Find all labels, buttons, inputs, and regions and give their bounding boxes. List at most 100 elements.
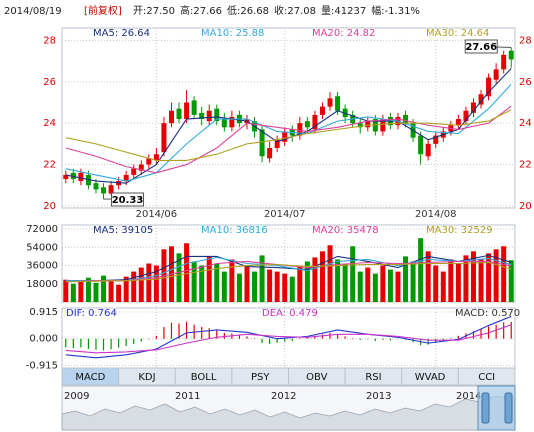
volume-tick-label: 36000	[26, 261, 58, 272]
volume-bar	[221, 271, 227, 302]
volume-bar	[304, 261, 310, 302]
candle-body	[478, 94, 484, 105]
tab-label[interactable]: KDJ	[138, 372, 155, 383]
volume-bar	[478, 259, 484, 302]
candle-body	[365, 121, 371, 128]
candle-body	[191, 100, 197, 115]
ma-line	[65, 105, 512, 174]
volume-bar	[418, 238, 424, 302]
candle-body	[418, 135, 424, 155]
date-label: 2014/08	[415, 209, 457, 220]
volume-bar	[327, 245, 333, 302]
navigator-handle-right[interactable]	[504, 392, 513, 424]
legend-entry: MACD: 0.570	[455, 308, 520, 319]
tab-label[interactable]: MACD	[75, 372, 105, 383]
annotation-text: 27.66	[465, 42, 497, 53]
volume-bar	[357, 271, 363, 302]
candle-body	[168, 110, 174, 124]
tab-label[interactable]: WVAD	[415, 372, 446, 383]
volume-bar	[131, 271, 137, 302]
legend-entry: MA30: 32529	[426, 225, 493, 236]
candle-body	[101, 187, 107, 194]
volume-bar	[350, 246, 356, 302]
candle-body	[63, 174, 69, 180]
candle-body	[327, 98, 333, 107]
candle-body	[455, 119, 461, 126]
tab-label[interactable]: CCI	[478, 372, 495, 383]
volume-bar	[70, 283, 76, 302]
candle-body	[78, 172, 84, 182]
volume-bar	[433, 265, 439, 302]
ma-line	[65, 83, 512, 182]
header-item: 高:27.66	[180, 4, 222, 17]
macd-tick-label: 0.915	[29, 307, 58, 318]
volume-bar	[229, 259, 235, 302]
price-tick-label-right: 26	[519, 77, 532, 88]
candle-body	[153, 154, 159, 161]
candle-body	[131, 168, 137, 175]
candle-body	[433, 135, 439, 144]
candle-body	[267, 148, 273, 159]
tab-label[interactable]: OBV	[306, 372, 327, 383]
volume-bar	[146, 263, 152, 302]
price-panel	[61, 27, 516, 209]
volume-bar	[335, 259, 341, 302]
volume-bar	[214, 263, 220, 302]
price-tick-label-right: 28	[519, 35, 532, 46]
volume-bar	[297, 265, 303, 302]
volume-bar	[501, 246, 507, 302]
volume-bar	[236, 273, 242, 302]
candle-body	[312, 114, 318, 130]
candle-body	[206, 110, 212, 122]
navigator-history	[61, 395, 516, 431]
volume-bar	[410, 261, 416, 302]
header-item: 量:41237	[321, 5, 366, 17]
volume-bar	[387, 269, 393, 302]
volume-bar	[259, 255, 265, 302]
volume-bar	[395, 271, 401, 302]
annotation-box	[111, 192, 145, 207]
candle-body	[357, 123, 363, 128]
tab-label[interactable]: BOLL	[191, 372, 217, 383]
price-tick-label-left: 28	[43, 35, 56, 46]
legend-entry: MA10: 36816	[201, 225, 268, 236]
candle-body	[214, 108, 220, 122]
volume-tick-label: 72000	[26, 224, 58, 235]
tab[interactable]	[457, 367, 516, 386]
volume-bar	[123, 276, 129, 302]
price-tick-label-left: 24	[43, 118, 56, 129]
volume-bar	[184, 243, 190, 302]
candle-body	[319, 106, 325, 115]
candle-body	[425, 143, 431, 157]
candle-body	[176, 108, 182, 120]
volume-bar	[486, 253, 492, 302]
header-adjust: [前复权]	[84, 4, 122, 17]
candle-body	[501, 54, 507, 70]
ma-line	[65, 68, 512, 184]
tab-label[interactable]: RSI	[365, 372, 381, 383]
price-tick-label-left: 20	[43, 201, 56, 212]
candle-body	[486, 77, 492, 97]
legend-entry: MA20: 35478	[312, 225, 379, 236]
legend-entry: MA20: 24.82	[312, 28, 375, 39]
annotation-text: 20.33	[112, 195, 144, 206]
volume-tick-label: 54000	[26, 242, 58, 253]
navigator-year: 2011	[175, 391, 200, 402]
date-label: 2014/07	[264, 209, 306, 220]
volume-bar	[282, 273, 288, 302]
date-label: 2014/06	[136, 209, 178, 220]
macd-tick-label: 0.000	[29, 334, 58, 345]
volume-bar	[153, 265, 159, 302]
volume-bar	[101, 275, 107, 302]
candle-body	[108, 185, 114, 194]
tab-label[interactable]: PSY	[251, 372, 270, 383]
volume-bar	[116, 284, 122, 302]
candle-body	[199, 112, 205, 120]
volume-tick-label: 18000	[26, 279, 58, 290]
volume-bar	[342, 263, 348, 302]
volume-bar	[78, 281, 84, 302]
price-tick-label-right: 20	[519, 201, 532, 212]
volume-bar	[312, 257, 318, 302]
navigator-handle-left[interactable]	[481, 392, 490, 424]
